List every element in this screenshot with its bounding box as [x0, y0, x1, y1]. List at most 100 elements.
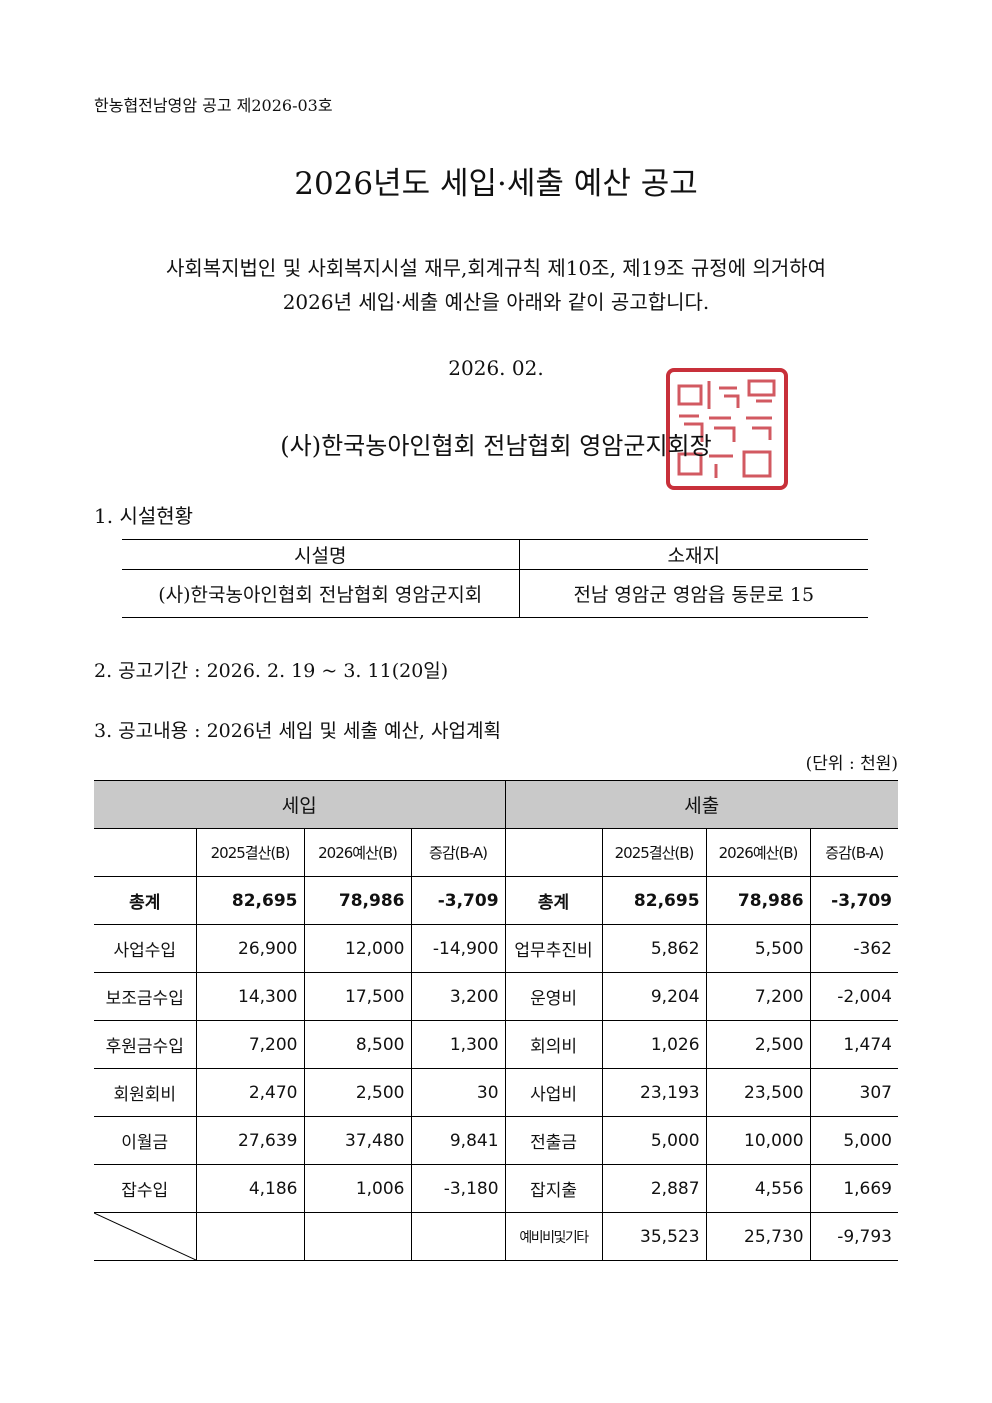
- row-label: 회원회비: [94, 1068, 196, 1117]
- amount: 5,862: [601, 924, 707, 973]
- column-header-blank: [504, 828, 603, 877]
- empty-cell: [94, 1212, 196, 1261]
- amount: 9,204: [601, 972, 707, 1021]
- amount: 25,730: [705, 1212, 811, 1261]
- amount: 2,470: [195, 1068, 304, 1117]
- amount: 307: [809, 1068, 898, 1117]
- row-label: 잡수입: [94, 1164, 196, 1213]
- amount: 3,200: [410, 972, 506, 1021]
- amount: 2,500: [705, 1020, 811, 1069]
- amount: 78,986: [705, 876, 811, 925]
- column-header: 2026예산(B): [705, 828, 811, 877]
- row-label: 총계: [504, 876, 603, 925]
- amount: 5,500: [705, 924, 811, 973]
- amount: 1,300: [410, 1020, 506, 1069]
- seal: [666, 368, 788, 490]
- row-label: 이월금: [94, 1116, 196, 1165]
- facility-table: 시설명 소재지 (사)한국농아인협회 전남협회 영암군지회 전남 영암군 영암읍 동…: [122, 539, 868, 618]
- amount: 9,841: [410, 1116, 506, 1165]
- header-cell: 시설명: [122, 539, 519, 570]
- empty-cell: [303, 1212, 411, 1261]
- header-cell: 소재지: [518, 539, 868, 570]
- row-label: 전출금: [504, 1116, 603, 1165]
- amount: -3,709: [809, 876, 898, 925]
- amount: 82,695: [195, 876, 304, 925]
- amount: 12,000: [303, 924, 411, 973]
- group-header-row: 세입 세출: [94, 780, 898, 829]
- budget-table: 세입 세출 2025결산(B) 2026예산(B) 증감(B-A) 2025결산(B) 20…: [94, 780, 898, 1261]
- column-header: 2025결산(B): [601, 828, 707, 877]
- section-heading: 3. 공고내용 : 2026년 세입 및 세출 예산, 사업계획: [94, 720, 501, 742]
- row-label: 후원금수입: [94, 1020, 196, 1069]
- amount: 4,186: [195, 1164, 304, 1213]
- row-label: 운영비: [504, 972, 603, 1021]
- budget-row: 사업수입 26,900 12,000 -14,900 업무추진비 5,862 5,500 -3…: [94, 924, 898, 973]
- amount: -9,793: [809, 1212, 898, 1261]
- amount: 2,887: [601, 1164, 707, 1213]
- row-label: 잡지출: [504, 1164, 603, 1213]
- amount: 2,500: [303, 1068, 411, 1117]
- issuer: (사)한국농아인협회 전남협회 영암군지회장: [280, 432, 712, 460]
- row-label: 업무추진비: [504, 924, 603, 973]
- title: 2026년도 세입·세출 예산 공고: [294, 166, 698, 202]
- amount: -3,180: [410, 1164, 506, 1213]
- amount: 14,300: [195, 972, 304, 1021]
- budget-row: 이월금 27,639 37,480 9,841 전출금 5,000 10,000 5,000: [94, 1116, 898, 1165]
- amount: 78,986: [303, 876, 411, 925]
- amount: -2,004: [809, 972, 898, 1021]
- row-label: 사업비: [504, 1068, 603, 1117]
- cell: (사)한국농아인협회 전남협회 영암군지회: [122, 569, 519, 618]
- amount: 17,500: [303, 972, 411, 1021]
- amount: 26,900: [195, 924, 304, 973]
- amount: 1,026: [601, 1020, 707, 1069]
- amount: 5,000: [809, 1116, 898, 1165]
- amount: 27,639: [195, 1116, 304, 1165]
- date: 2026. 02.: [448, 356, 544, 380]
- unit-note: (단위 : 천원): [805, 754, 898, 774]
- row: (사)한국농아인협회 전남협회 영암군지회 전남 영암군 영암읍 동문로 15: [122, 569, 868, 618]
- header-row: 시설명 소재지: [122, 539, 868, 570]
- body-line: 2026년 세입·세출 예산을 아래와 같이 공고합니다.: [282, 290, 710, 314]
- amount: 35,523: [601, 1212, 707, 1261]
- amount: 82,695: [601, 876, 707, 925]
- row-label: 보조금수입: [94, 972, 196, 1021]
- group-header: 세출: [504, 780, 898, 829]
- amount: 1,006: [303, 1164, 411, 1213]
- empty-cell: [410, 1212, 506, 1261]
- amount: -3,709: [410, 876, 506, 925]
- empty-cell: [195, 1212, 304, 1261]
- budget-row: 총계 82,695 78,986 -3,709 총계 82,695 78,986 -3,709: [94, 876, 898, 925]
- row-label: 예비비및기타: [504, 1212, 603, 1261]
- budget-row: 잡수입 4,186 1,006 -3,180 잡지출 2,887 4,556 1,669: [94, 1164, 898, 1213]
- diagonal: [94, 1213, 196, 1260]
- column-header-row: 2025결산(B) 2026예산(B) 증감(B-A) 2025결산(B) 2026예산…: [94, 828, 898, 877]
- column-header: 증감(B-A): [809, 828, 898, 877]
- amount: 23,500: [705, 1068, 811, 1117]
- body-line: 사회복지법인 및 사회복지시설 재무,회계규칙 제10조, 제19조 규정에 의…: [165, 256, 827, 280]
- amount: 30: [410, 1068, 506, 1117]
- section-heading: 1. 시설현황: [94, 504, 194, 528]
- amount: 23,193: [601, 1068, 707, 1117]
- notice-number: 한농협전남영암 공고 제2026-03호: [94, 96, 333, 115]
- column-header-blank: [94, 828, 196, 877]
- section-heading: 2. 공고기간 : 2026. 2. 19 ~ 3. 11(20일): [94, 660, 449, 682]
- amount: 7,200: [195, 1020, 304, 1069]
- amount: 8,500: [303, 1020, 411, 1069]
- row-label: 사업수입: [94, 924, 196, 973]
- budget-row: 후원금수입 7,200 8,500 1,300 회의비 1,026 2,500 1,474: [94, 1020, 898, 1069]
- column-header: 2025결산(B): [195, 828, 304, 877]
- budget-row: 예비비및기타 35,523 25,730 -9,793: [94, 1212, 898, 1261]
- amount: 1,474: [809, 1020, 898, 1069]
- amount: 10,000: [705, 1116, 811, 1165]
- amount: -14,900: [410, 924, 506, 973]
- column-header: 2026예산(B): [303, 828, 411, 877]
- amount: 7,200: [705, 972, 811, 1021]
- cell: 전남 영암군 영암읍 동문로 15: [518, 569, 868, 618]
- amount: 1,669: [809, 1164, 898, 1213]
- amount: 37,480: [303, 1116, 411, 1165]
- amount: 5,000: [601, 1116, 707, 1165]
- amount: -362: [809, 924, 898, 973]
- budget-row: 보조금수입 14,300 17,500 3,200 운영비 9,204 7,200 -2,00…: [94, 972, 898, 1021]
- amount: 4,556: [705, 1164, 811, 1213]
